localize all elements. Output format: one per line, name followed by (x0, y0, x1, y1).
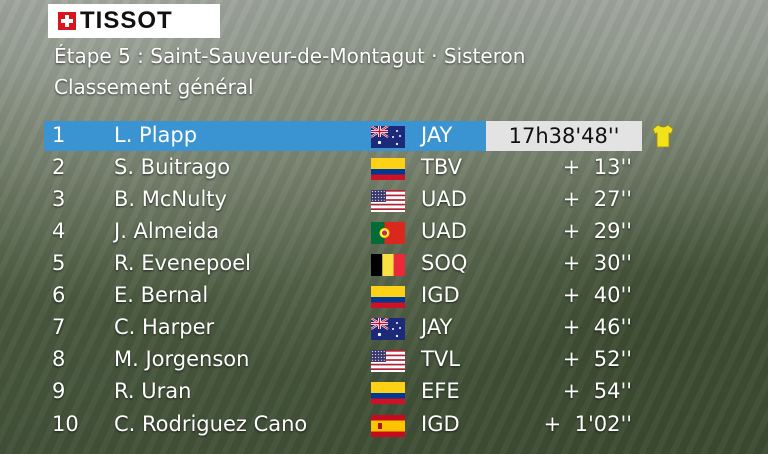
rank-position: 10 (52, 412, 79, 436)
rider-name: L. Plapp (114, 123, 198, 147)
rank-position: 3 (52, 187, 66, 211)
colombia-flag-icon (371, 382, 405, 404)
rider-name: E. Bernal (114, 283, 209, 307)
rank-position: 4 (52, 219, 66, 243)
belgium-flag-icon (371, 254, 405, 276)
time-gap: + 27'' (562, 187, 632, 211)
standings-row: 5 R. Evenepoel SOQ + 30'' (44, 249, 674, 279)
time-gap: + 52'' (562, 347, 632, 371)
rider-name: C. Harper (114, 315, 215, 339)
rider-name: C. Rodriguez Cano (114, 412, 308, 436)
team-code: SOQ (421, 251, 468, 275)
rider-name: M. Jorgenson (114, 347, 250, 371)
rank-position: 9 (52, 379, 66, 403)
stage-title: Étape 5 : Saint-Sauveur-de-Montagut · Si… (54, 44, 526, 68)
time-gap: + 46'' (562, 315, 632, 339)
usa-flag-icon (371, 190, 405, 212)
standings-row: 7 C. Harper JAY + 46'' (44, 313, 674, 343)
rider-name: R. Uran (114, 379, 192, 403)
standings-row-leader: 1 L. Plapp JAY (44, 121, 486, 151)
standings-row: 3 B. McNulty UAD + 27'' (44, 185, 674, 215)
rank-position: 2 (52, 155, 66, 179)
swiss-cross-icon (58, 12, 76, 30)
standings-row: 4 J. Almeida UAD + 29'' (44, 217, 674, 247)
portugal-flag-icon (371, 222, 405, 244)
team-code: TVL (421, 347, 460, 371)
time-gap: + 40'' (562, 283, 632, 307)
time-gap: + 30'' (562, 251, 632, 275)
rank-position: 1 (52, 123, 66, 147)
team-code: UAD (421, 219, 467, 243)
team-code: JAY (421, 123, 453, 147)
time-gap: + 29'' (562, 219, 632, 243)
team-code: UAD (421, 187, 467, 211)
team-code: IGD (421, 283, 460, 307)
standings-row: 9 R. Uran EFE + 54'' (44, 377, 674, 407)
yellow-jersey-icon (652, 124, 674, 148)
time-gap: + 13'' (562, 155, 632, 179)
standings-row: 2 S. Buitrago TBV + 13'' (44, 153, 674, 183)
standings-row: 10 C. Rodriguez Cano IGD + 1'02'' (44, 410, 674, 440)
time-gap: + 54'' (562, 379, 632, 403)
usa-flag-icon (371, 350, 405, 372)
rider-name: J. Almeida (114, 219, 220, 243)
standings-row: 6 E. Bernal IGD + 40'' (44, 281, 674, 311)
tissot-logo: TISSOT (48, 4, 220, 38)
leader-time: 17h38'48'' (486, 121, 642, 151)
rank-position: 8 (52, 347, 66, 371)
team-code: IGD (421, 412, 460, 436)
rider-name: B. McNulty (114, 187, 227, 211)
australia-flag-icon (371, 318, 405, 340)
spain-flag-icon (371, 415, 405, 437)
standings-row: 8 M. Jorgenson TVL + 52'' (44, 345, 674, 375)
team-code: TBV (421, 155, 462, 179)
classification-title: Classement général (54, 75, 254, 99)
rank-position: 6 (52, 283, 66, 307)
rank-position: 7 (52, 315, 66, 339)
logo-text: TISSOT (80, 7, 173, 34)
time-gap: + 1'02'' (543, 412, 632, 436)
team-code: JAY (421, 315, 453, 339)
rider-name: S. Buitrago (114, 155, 231, 179)
colombia-flag-icon (371, 286, 405, 308)
team-code: EFE (421, 379, 460, 403)
rider-name: R. Evenepoel (114, 251, 251, 275)
australia-flag-icon (371, 126, 405, 148)
rank-position: 5 (52, 251, 66, 275)
colombia-flag-icon (371, 158, 405, 180)
